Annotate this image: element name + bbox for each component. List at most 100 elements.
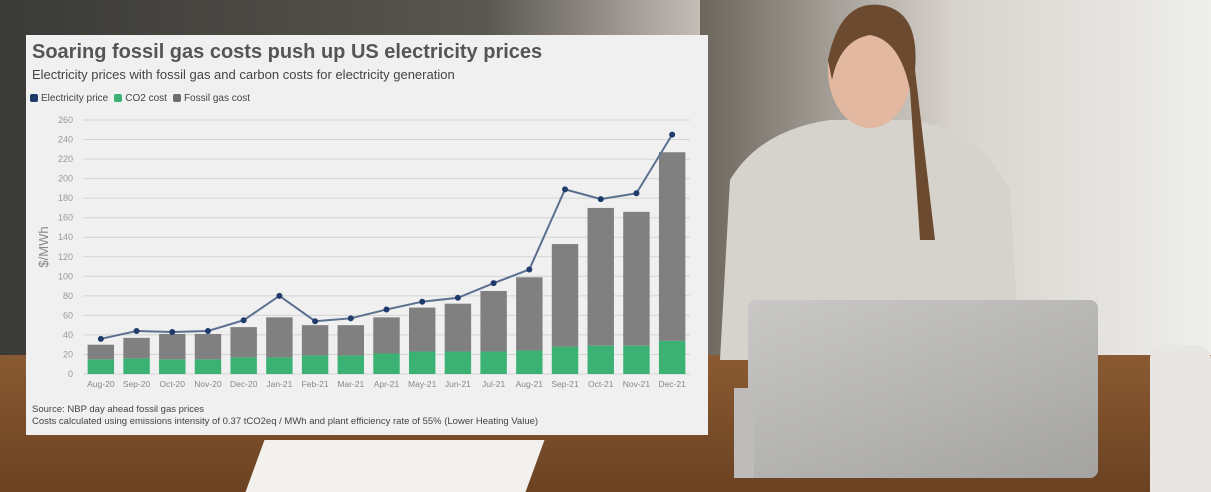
bar-co2 [658,340,686,374]
bar-gas [266,317,293,358]
legend-swatch [30,94,38,102]
x-tick-label: Sep-21 [551,379,579,389]
x-tick-label: Feb-21 [302,379,329,389]
bar-gas [444,303,472,352]
bar-co2 [587,345,614,374]
point-electricity-price [562,186,569,193]
y-tick-label: 220 [58,154,73,164]
point-electricity-price [597,196,604,203]
y-tick-label: 20 [63,349,73,359]
chart-source: Source: NBP day ahead fossil gas prices … [32,404,538,428]
y-axis-label: $/MWh [36,226,51,267]
legend-item-gas: Fossil gas cost [172,93,251,104]
y-tick-label: 0 [68,369,73,379]
y-tick-label: 260 [58,115,73,125]
bar-co2 [87,359,115,374]
bar-co2 [551,346,579,374]
y-tick-label: 160 [58,213,73,223]
bar-gas [480,290,507,352]
laptop-edge [734,388,754,478]
x-tick-label: Jun-21 [445,379,471,389]
bar-co2 [123,358,150,374]
x-tick-label: Aug-20 [87,379,115,389]
point-electricity-price [204,328,211,335]
x-tick-label: Apr-21 [374,379,400,389]
point-electricity-price [383,306,390,313]
chart-title: Soaring fossil gas costs push up US elec… [32,41,543,63]
legend-swatch [172,94,181,102]
point-electricity-price [133,328,140,335]
x-tick-label: Dec-20 [230,379,258,389]
bar-gas [337,325,365,356]
point-electricity-price [240,317,247,324]
bar-gas [159,333,186,360]
point-electricity-price [669,131,676,138]
x-tick-label: Jul-21 [482,379,505,389]
bar-gas [373,317,400,354]
point-electricity-price [633,190,640,197]
legend-label: Electricity price [41,93,109,104]
note-text: Costs calculated using emissions intensi… [32,416,539,427]
y-tick-label: 200 [58,174,73,184]
bar-co2 [444,351,472,374]
bar-co2 [516,350,543,374]
bar-co2 [480,351,507,374]
x-tick-label: Aug-21 [516,379,544,389]
x-tick-label: Oct-20 [160,379,186,389]
x-tick-label: Nov-21 [623,379,651,389]
x-tick-label: Dec-21 [658,379,686,389]
plant-pot [1150,345,1211,492]
chart-plot: 0 20 40 60 80 100 120 140 160 180 200 220 240 260 $/MW… [36,115,690,389]
bar-gas [123,337,150,359]
bar-co2 [408,351,436,374]
x-tick-label: Nov-20 [194,379,222,389]
notebook [245,440,545,492]
point-electricity-price [312,318,319,325]
bar-co2 [266,357,293,374]
legend: Electricity price CO2 cost Fossil gas co… [30,93,250,104]
bar-gas [551,244,579,347]
bar-gas [230,327,257,358]
bar-gas [194,333,222,360]
y-tick-label: 140 [58,232,73,242]
x-tick-label: Oct-21 [588,379,614,389]
bar-co2 [623,345,650,374]
y-tick-label: 100 [58,271,73,281]
legend-item-co2: CO2 cost [114,93,167,104]
y-tick-label: 40 [63,330,73,340]
legend-label: Fossil gas cost [183,93,251,104]
y-tick-label: 80 [63,291,73,301]
bar-co2 [301,355,329,374]
bar-gas [301,325,329,356]
bar-co2 [373,353,400,374]
bar-gas [516,277,543,351]
y-tick-label: 180 [58,193,73,203]
laptop [748,300,1098,478]
point-electricity-price [454,294,461,301]
x-tick-label: Sep-20 [123,379,151,389]
source-text: Source: NBP day ahead fossil gas prices [32,404,204,415]
bar-co2 [230,357,257,374]
bar-co2 [194,359,222,374]
y-tick-label: 240 [58,135,73,145]
legend-item-electricity: Electricity price [30,93,108,104]
bar-gas [587,207,614,346]
point-electricity-price [526,266,533,273]
point-electricity-price [97,335,104,342]
bar-co2 [159,359,186,374]
bar-gas [623,211,650,346]
point-electricity-price [347,315,354,322]
x-tick-label: Jan-21 [266,379,292,389]
y-tick-label: 60 [63,310,73,320]
legend-label: CO2 cost [125,93,167,104]
bar-gas [658,152,686,341]
point-electricity-price [419,298,426,305]
chart-card: Soaring fossil gas costs push up US elec… [26,35,708,435]
point-electricity-price [169,328,176,335]
legend-swatch [114,94,123,102]
chart-subtitle: Electricity prices with fossil gas and c… [32,67,455,82]
point-electricity-price [276,292,283,299]
bar-co2 [337,355,365,374]
y-tick-label: 120 [58,252,73,262]
x-tick-label: May-21 [408,379,437,389]
